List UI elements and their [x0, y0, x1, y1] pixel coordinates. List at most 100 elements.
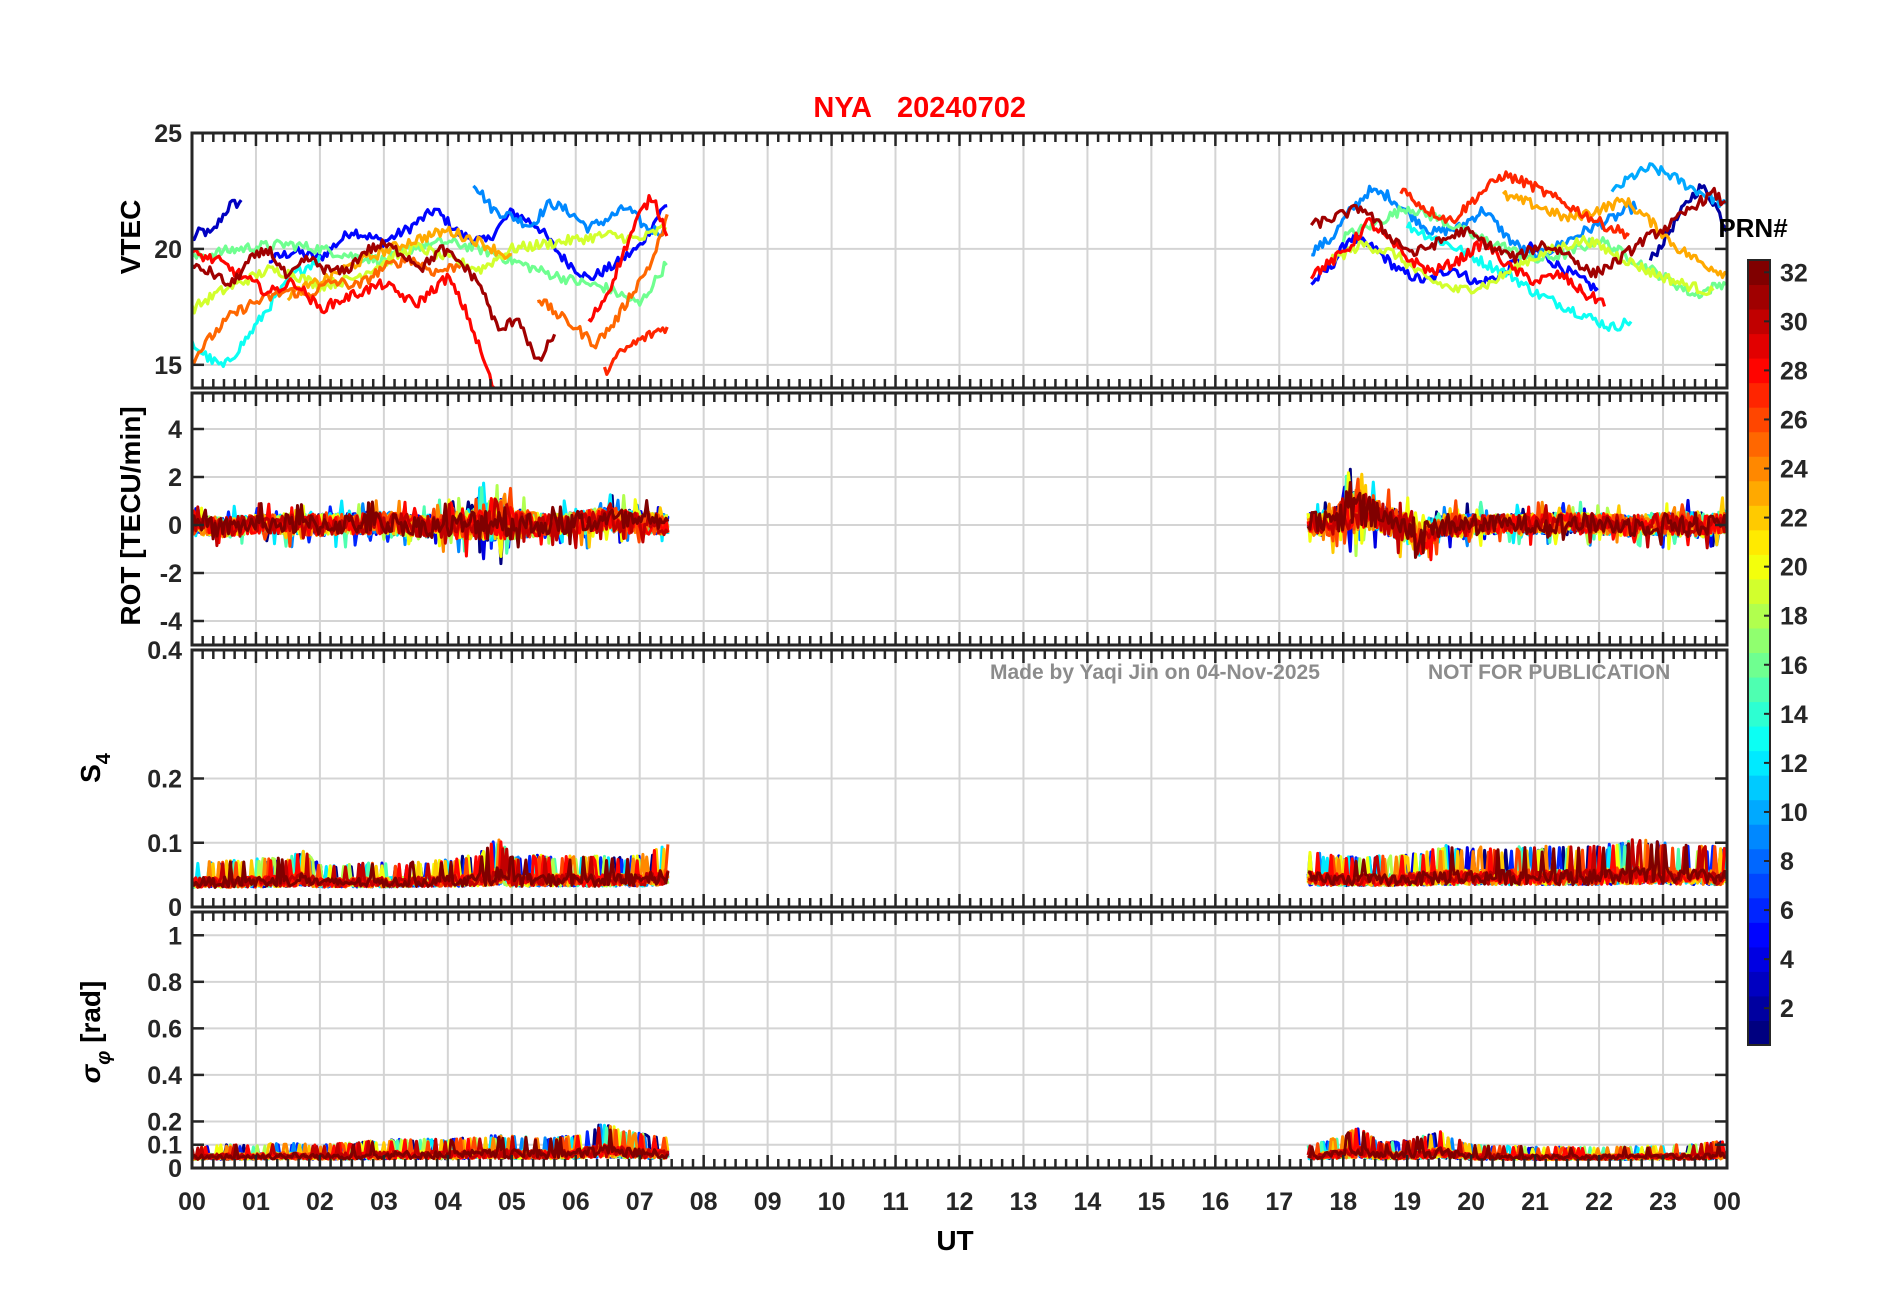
colorbar-tick-label: 8	[1780, 848, 1794, 876]
vtec-prn-31-line	[190, 238, 557, 362]
x-tick-label: 12	[946, 1188, 974, 1216]
colorbar-segment-prn-25	[1748, 431, 1770, 457]
y-axis-label-subscript: 4	[93, 752, 115, 764]
x-tick-label: 19	[1393, 1188, 1421, 1216]
colorbar-tick-label: 20	[1780, 554, 1808, 582]
panel-sigma_phi: 00.10.2 0.4 0.6 0.8 1 σφ [rad]	[75, 910, 1729, 1183]
colorbar-segment-prn-18	[1748, 603, 1770, 629]
colorbar-segment-prn-15	[1748, 677, 1770, 703]
colorbar-tick-label: 18	[1780, 603, 1808, 631]
colorbar-segment-prn-1	[1748, 1020, 1770, 1046]
vtec-prn-23-line	[286, 225, 512, 302]
x-tick-label: 10	[818, 1188, 846, 1216]
vtec-prn-25-line	[191, 255, 462, 365]
y-tick-label: 25	[154, 120, 182, 148]
vtec-prn-28-line	[191, 248, 496, 390]
colorbar-segment-prn-32	[1748, 260, 1770, 286]
colorbar-tick-label: 22	[1780, 505, 1808, 533]
colorbar-segment-prn-23	[1748, 480, 1770, 506]
colorbar-segment-prn-31	[1748, 284, 1770, 310]
y-axis-label-main: S	[75, 764, 106, 783]
y-axis-label-s4: S4	[75, 752, 115, 783]
rot-prn-32-trace	[1306, 481, 1728, 559]
colorbar-tick-label: 30	[1780, 308, 1808, 336]
panel-s4: 0 0.1 0.2 0.4 S4	[75, 637, 1729, 922]
figure-title: NYA 20240702	[813, 92, 1026, 124]
colorbar-segment-prn-20	[1748, 554, 1770, 580]
colorbar-segment-prn-8	[1748, 848, 1770, 874]
colorbar-tick-label: 16	[1780, 652, 1808, 680]
vtec-prn-2-line	[1648, 183, 1728, 261]
colorbar-segment-prn-5	[1748, 922, 1770, 948]
colorbar-tick-label: 6	[1780, 897, 1794, 925]
x-tick-label: 09	[754, 1188, 782, 1216]
colorbar-tick-label: 24	[1780, 456, 1808, 484]
x-tick-label: 03	[370, 1188, 398, 1216]
colorbar-segment-prn-3	[1748, 971, 1770, 997]
colorbar-segment-prn-2	[1748, 995, 1770, 1021]
vtec-prn-13-line	[190, 254, 322, 368]
sigma_phi-prn-32-trace	[1307, 1131, 1727, 1161]
colorbar-segment-prn-4	[1748, 946, 1770, 972]
title-date: 20240702	[897, 92, 1026, 124]
colorbar-segment-prn-19	[1748, 578, 1770, 604]
sigma_phi-prn-32-trace	[190, 1128, 670, 1161]
colorbar-tick-label: 32	[1780, 259, 1808, 287]
y-axis-label-sigma_phi: σφ [rad]	[75, 981, 115, 1084]
y-axis-label-text: ROT [TECU/min]	[115, 406, 146, 625]
colorbar-tick-label: 26	[1780, 406, 1808, 434]
colorbar-tick-label: 10	[1780, 799, 1808, 827]
colorbar-frame	[1747, 259, 1771, 1046]
x-tick-label: 08	[690, 1188, 718, 1216]
x-tick-label: 15	[1137, 1188, 1165, 1216]
colorbar-segment-prn-21	[1748, 529, 1770, 555]
x-tick-label: 14	[1074, 1188, 1102, 1216]
watermark: Made by Yaqi Jin on 04-Nov-2025 NOT FOR …	[990, 661, 1670, 684]
colorbar-tick-label: 2	[1780, 995, 1794, 1023]
x-tick-labels: 00 01 02 03 04 05 06 07 08 09 10 11 12 13 14 15 16 17 18 19…	[178, 1188, 1741, 1216]
y-axis-label-sigma: σ	[75, 1063, 106, 1083]
colorbar-segment-prn-10	[1748, 799, 1770, 825]
x-axis-label: UT	[936, 1225, 973, 1256]
y-tick-label: 0.1	[147, 830, 182, 858]
y-tick-label: 0.4	[147, 1062, 182, 1090]
colorbar-segment-prn-17	[1748, 627, 1770, 653]
colorbar-segment-prn-14	[1748, 701, 1770, 727]
vtec-prn-9-line	[472, 184, 666, 238]
y-tick-label: 0	[168, 1155, 182, 1183]
vtec-prn-3-line	[191, 198, 243, 242]
colorbar-segment-prn-22	[1748, 505, 1770, 531]
y-axis-label-text: S4	[75, 752, 115, 783]
y-tick-label: 15	[154, 352, 182, 380]
y-tick-label: 0.2	[147, 1108, 182, 1136]
y-tick-label: 1	[168, 922, 182, 950]
y-tick-label: 2	[168, 464, 182, 492]
vtec-prn-23-line	[1501, 190, 1728, 280]
colorbar-segment-prn-16	[1748, 652, 1770, 678]
colorbar-segment-prn-29	[1748, 333, 1770, 359]
y-tick-label: 0	[168, 894, 182, 922]
x-tick-label: 22	[1585, 1188, 1613, 1216]
y-tick-label: 0.6	[147, 1015, 182, 1043]
y-tick-label: 0.1	[147, 1132, 182, 1160]
x-tick-label: 16	[1201, 1188, 1229, 1216]
rot-prn-32-trace	[190, 499, 670, 549]
colorbar-segment-prn-6	[1748, 897, 1770, 923]
x-tick-label: 13	[1010, 1188, 1038, 1216]
x-tick-label: 23	[1649, 1188, 1677, 1216]
colorbar-segment-prn-28	[1748, 358, 1770, 384]
y-axis-label-rot: ROT [TECU/min]	[115, 406, 146, 625]
panel-rot: -4 -2 0 2 4 ROT [TECU/min]	[115, 391, 1729, 647]
colorbar-segment-prn-12	[1748, 750, 1770, 776]
x-tick-label: 21	[1521, 1188, 1549, 1216]
y-axis-label-subscript: φ	[93, 1051, 115, 1065]
vtec-prn-28-line	[587, 194, 669, 323]
y-axis-label-text: σφ [rad]	[75, 981, 115, 1084]
colorbar-tick-label: 4	[1780, 946, 1794, 974]
colorbar-segment-prn-26	[1748, 407, 1770, 433]
x-tick-label: 20	[1457, 1188, 1485, 1216]
x-tick-label: 07	[626, 1188, 654, 1216]
x-tick-label: 11	[882, 1188, 909, 1216]
colorbar-segment-prn-30	[1748, 309, 1770, 335]
